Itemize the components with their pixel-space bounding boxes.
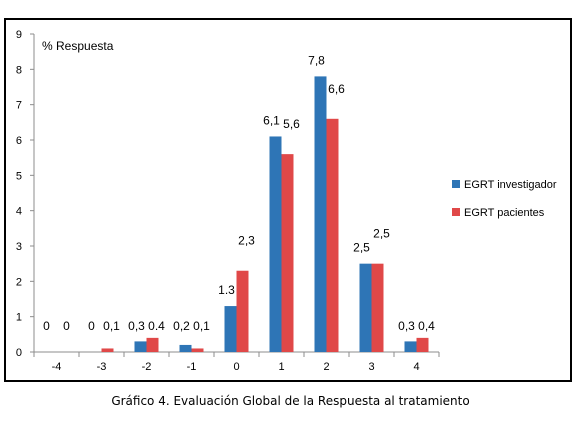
bar-pacientes — [416, 337, 429, 352]
data-label-investigador: 6,1 — [263, 113, 280, 127]
y-tick-label: 1 — [16, 312, 22, 324]
data-label-investigador: 1.3 — [218, 283, 235, 297]
data-label-pacientes: 0,1 — [193, 319, 210, 333]
data-label-pacientes: 0.4 — [148, 319, 165, 333]
data-label-pacientes: 0,1 — [103, 319, 120, 333]
y-tick-label: 6 — [16, 135, 22, 147]
data-label-investigador: 0,3 — [128, 319, 145, 333]
y-axis-title: % Respuesta — [42, 39, 114, 53]
data-label-investigador: 0 — [43, 319, 50, 333]
data-label-pacientes: 0 — [63, 319, 70, 333]
x-tick-label: 2 — [323, 361, 329, 373]
bar-investigador — [404, 341, 417, 352]
legend-label: EGRT pacientes — [464, 207, 545, 219]
data-label-pacientes: 5,6 — [283, 117, 300, 131]
bar-investigador — [224, 306, 237, 352]
x-tick-label: 3 — [368, 361, 374, 373]
data-label-investigador: 0,2 — [173, 319, 190, 333]
x-tick-label: -4 — [52, 361, 62, 373]
y-tick-label: 5 — [16, 170, 22, 182]
data-label-pacientes: 2,5 — [373, 227, 390, 241]
data-label-investigador: 2,5 — [353, 241, 370, 255]
bar-pacientes — [371, 263, 384, 352]
data-label-investigador: 0 — [88, 319, 95, 333]
data-label-pacientes: 6,6 — [328, 82, 345, 96]
x-tick-label: 1 — [278, 361, 284, 373]
bar-pacientes — [326, 118, 339, 352]
bars — [101, 76, 429, 353]
bar-pacientes — [281, 154, 294, 352]
legend-label: EGRT investigador — [464, 179, 557, 191]
legend-swatch — [452, 208, 460, 216]
bar-investigador — [179, 344, 192, 352]
chart-frame: % Respuesta 0 1 2 3 4 5 6 7 8 9 -4 -3 -2 -1 0 1 2 3 4 0 0 0,… — [4, 18, 572, 382]
data-label-investigador: 7,8 — [308, 53, 325, 67]
data-labels: 0 0 0,3 0,21.36,17,82,50,30 0,1 0.4 0,12,35,66… — [43, 53, 435, 333]
x-tick-label: 4 — [413, 361, 419, 373]
legend-swatch — [452, 180, 460, 188]
data-label-pacientes: 0,4 — [418, 319, 435, 333]
y-tick-label: 2 — [16, 276, 22, 288]
data-label-pacientes: 2,3 — [238, 234, 255, 248]
y-tick-label: 9 — [16, 29, 22, 41]
x-tick-label: -3 — [97, 361, 107, 373]
y-tick-label: 3 — [16, 241, 22, 253]
bar-pacientes — [101, 348, 114, 352]
legend: EGRT investigador EGRT pacientes — [452, 179, 557, 219]
figure-caption: Gráfico 4. Evaluación Global de la Respu… — [111, 394, 470, 408]
y-tick-label: 4 — [16, 206, 22, 218]
bar-investigador — [314, 76, 327, 353]
data-label-investigador: 0,3 — [398, 319, 415, 333]
y-tick-label: 8 — [16, 64, 22, 76]
bar-investigador — [134, 341, 147, 352]
bar-pacientes — [191, 348, 204, 352]
y-tick-label: 0 — [16, 347, 22, 359]
bar-pacientes — [146, 337, 159, 352]
bar-investigador — [269, 136, 282, 352]
bar-investigador — [359, 263, 372, 352]
x-tick-label: -1 — [187, 361, 197, 373]
y-tick-label: 7 — [16, 100, 22, 112]
x-tick-label: 0 — [233, 361, 239, 373]
x-tick-label: -2 — [142, 361, 152, 373]
bar-pacientes — [236, 270, 249, 352]
